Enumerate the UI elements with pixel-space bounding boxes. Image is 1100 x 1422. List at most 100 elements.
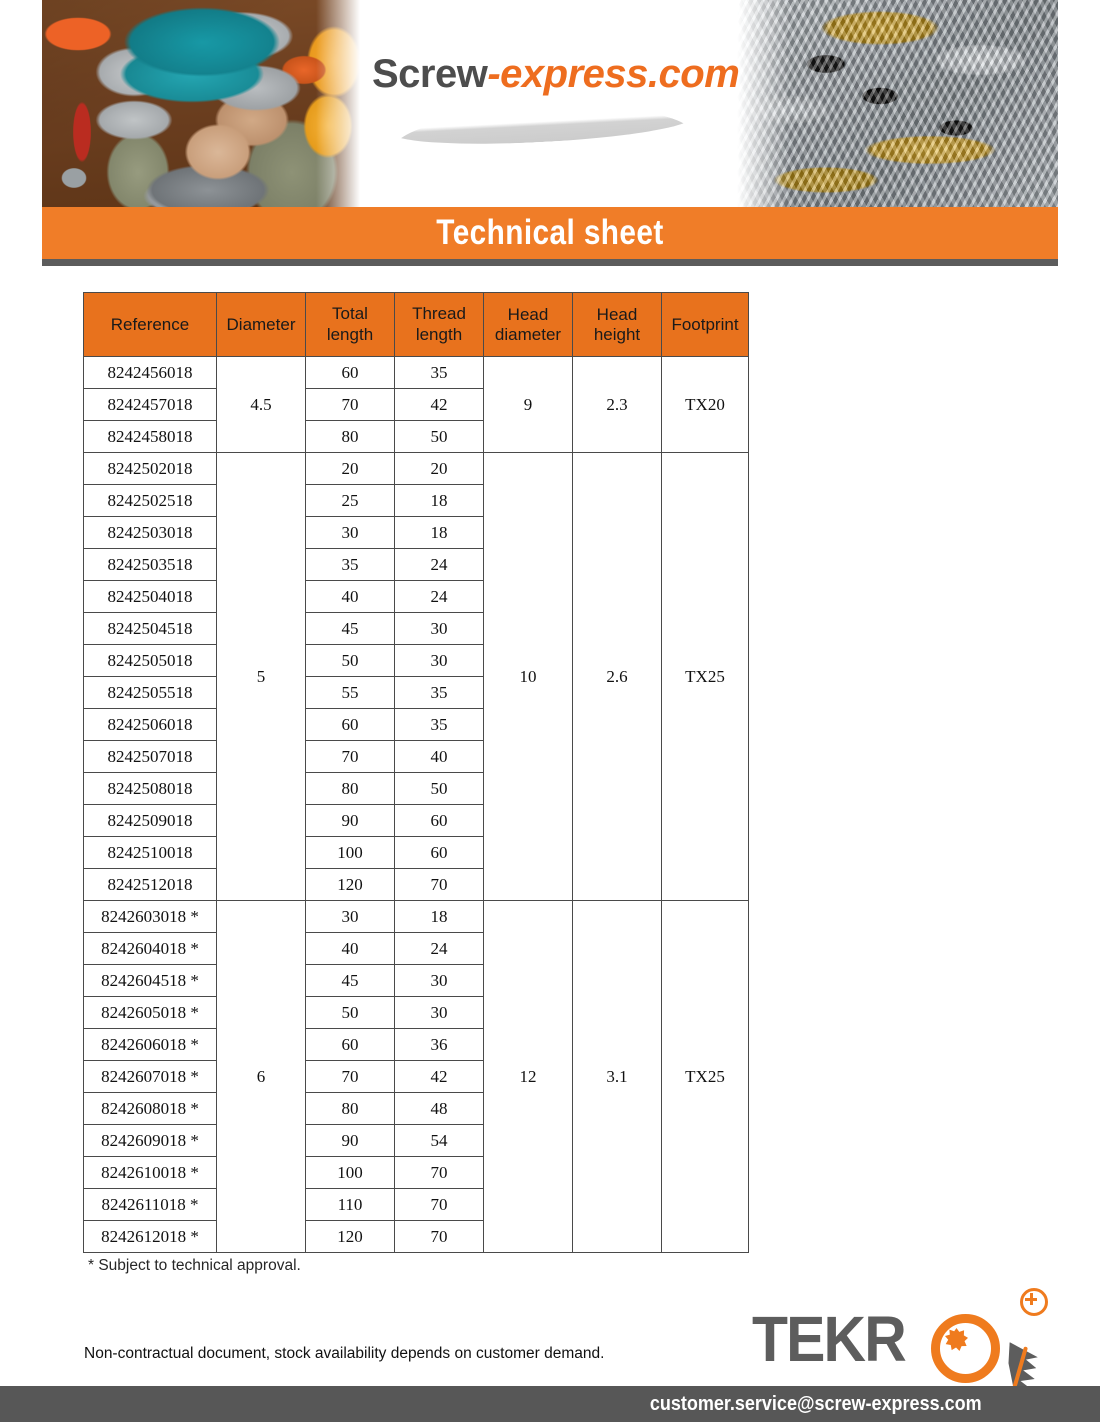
table-row: 8242606018 * 60 36 xyxy=(83,1028,749,1061)
cell-reference: 8242609018 * xyxy=(83,1124,217,1157)
cell-footprint: TX25 xyxy=(661,900,749,1253)
cell-thread-length: 24 xyxy=(394,580,484,613)
tekor-brand-logo: TEKR xyxy=(752,1288,1052,1388)
asterisk-note: * Subject to technical approval. xyxy=(88,1257,301,1274)
cell-total-length: 70 xyxy=(305,1060,395,1093)
column-header-total-length: Total length xyxy=(305,292,395,357)
cell-total-length: 70 xyxy=(305,388,395,421)
table-row: 8242608018 * 80 48 xyxy=(83,1092,749,1125)
cell-reference: 8242512018 xyxy=(83,868,217,901)
cell-head-diameter: 12 xyxy=(483,900,573,1253)
cell-reference: 8242507018 xyxy=(83,740,217,773)
logo-primary-text: Screw xyxy=(372,52,488,96)
cell-total-length: 90 xyxy=(305,804,395,837)
cell-footprint: TX25 xyxy=(661,452,749,901)
cell-total-length: 30 xyxy=(305,900,395,933)
cell-reference: 8242610018 * xyxy=(83,1156,217,1189)
table-row: 8242611018 * 110 70 xyxy=(83,1188,749,1221)
table-header-row: Reference Diameter Total length Thread l… xyxy=(83,292,749,357)
cell-reference: 8242604518 * xyxy=(83,964,217,997)
cell-thread-length: 36 xyxy=(394,1028,484,1061)
cell-total-length: 40 xyxy=(305,932,395,965)
cell-total-length: 60 xyxy=(305,356,395,389)
footer-email[interactable]: customer.service@screw-express.com xyxy=(650,1393,982,1415)
cell-thread-length: 42 xyxy=(394,1060,484,1093)
cell-total-length: 20 xyxy=(305,452,395,485)
table-row: 8242503018 30 18 xyxy=(83,516,749,549)
table-row: 8242504018 40 24 xyxy=(83,580,749,613)
circle-plus-icon xyxy=(1020,1288,1048,1316)
cell-reference: 8242458018 xyxy=(83,420,217,453)
cell-reference: 8242612018 * xyxy=(83,1220,217,1253)
logo-swoosh-icon xyxy=(391,100,692,150)
cell-head-diameter: 10 xyxy=(483,452,573,901)
column-header-head-diameter: Head diameter xyxy=(483,292,573,357)
cell-reference: 8242611018 * xyxy=(83,1188,217,1221)
thread-length-line1: Thread xyxy=(412,304,466,324)
banner-title: Technical sheet xyxy=(436,213,664,252)
cell-total-length: 45 xyxy=(305,964,395,997)
column-header-head-height: Head height xyxy=(572,292,662,357)
cell-total-length: 80 xyxy=(305,420,395,453)
table-row: 8242604018 * 40 24 xyxy=(83,932,749,965)
logo-secondary-text: -express.com xyxy=(487,52,740,96)
table-row: 8242609018 * 90 54 xyxy=(83,1124,749,1157)
table-row: 8242503518 35 24 xyxy=(83,548,749,581)
tekor-wordmark: TEKR xyxy=(752,1303,907,1375)
site-logo[interactable]: Screw-express.com xyxy=(372,52,740,162)
table-row: 8242458018 80 50 xyxy=(83,420,749,453)
cell-total-length: 120 xyxy=(305,868,395,901)
cell-reference: 8242504518 xyxy=(83,612,217,645)
cell-total-length: 70 xyxy=(305,740,395,773)
cell-thread-length: 24 xyxy=(394,932,484,965)
cell-diameter: 4.5 xyxy=(216,356,306,453)
table-body: 8242456018 4.5 60 35 9 2.3 TX20 8242457018 70 42 8… xyxy=(83,356,749,1253)
cell-thread-length: 30 xyxy=(394,964,484,997)
cell-diameter: 6 xyxy=(216,900,306,1253)
cell-thread-length: 18 xyxy=(394,484,484,517)
cell-head-height: 3.1 xyxy=(572,900,662,1253)
cell-thread-length: 30 xyxy=(394,644,484,677)
cell-reference: 8242608018 * xyxy=(83,1092,217,1125)
cell-thread-length: 60 xyxy=(394,804,484,837)
cell-thread-length: 35 xyxy=(394,676,484,709)
thread-length-line2: length xyxy=(415,324,463,344)
specifications-table: Reference Diameter Total length Thread l… xyxy=(83,292,749,1253)
total-length-line2: length xyxy=(326,324,374,344)
cell-thread-length: 30 xyxy=(394,612,484,645)
cell-thread-length: 54 xyxy=(394,1124,484,1157)
cell-total-length: 45 xyxy=(305,612,395,645)
cell-reference: 8242503018 xyxy=(83,516,217,549)
cell-thread-length: 70 xyxy=(394,1156,484,1189)
cell-total-length: 60 xyxy=(305,1028,395,1061)
cell-thread-length: 42 xyxy=(394,388,484,421)
screw-pile-photo xyxy=(730,0,1058,207)
technical-sheet-banner: Technical sheet xyxy=(42,207,1058,259)
column-header-thread-length: Thread length xyxy=(394,292,484,357)
cell-thread-length: 48 xyxy=(394,1092,484,1125)
cell-reference: 8242508018 xyxy=(83,772,217,805)
cell-total-length: 50 xyxy=(305,644,395,677)
banner-underbar xyxy=(42,259,1058,266)
site-logo-text: Screw-express.com xyxy=(372,52,740,97)
column-header-reference: Reference xyxy=(83,292,217,357)
table-row: 8242612018 * 120 70 xyxy=(83,1220,749,1253)
cell-reference: 8242605018 * xyxy=(83,996,217,1029)
column-header-diameter: Diameter xyxy=(216,292,306,357)
cell-reference: 8242505018 xyxy=(83,644,217,677)
cell-total-length: 90 xyxy=(305,1124,395,1157)
cell-total-length: 100 xyxy=(305,836,395,869)
cell-total-length: 35 xyxy=(305,548,395,581)
cell-thread-length: 70 xyxy=(394,1220,484,1253)
cell-total-length: 40 xyxy=(305,580,395,613)
cell-thread-length: 50 xyxy=(394,772,484,805)
cell-head-height: 2.3 xyxy=(572,356,662,453)
cell-reference: 8242503518 xyxy=(83,548,217,581)
table-row: 8242605018 * 50 30 xyxy=(83,996,749,1029)
cell-total-length: 60 xyxy=(305,708,395,741)
table-row: 8242457018 70 42 xyxy=(83,388,749,421)
table-row: 8242505018 50 30 xyxy=(83,644,749,677)
table-row: 8242502018 5 20 20 10 2.6 TX25 xyxy=(83,452,749,901)
cell-thread-length: 70 xyxy=(394,868,484,901)
cell-thread-length: 60 xyxy=(394,836,484,869)
